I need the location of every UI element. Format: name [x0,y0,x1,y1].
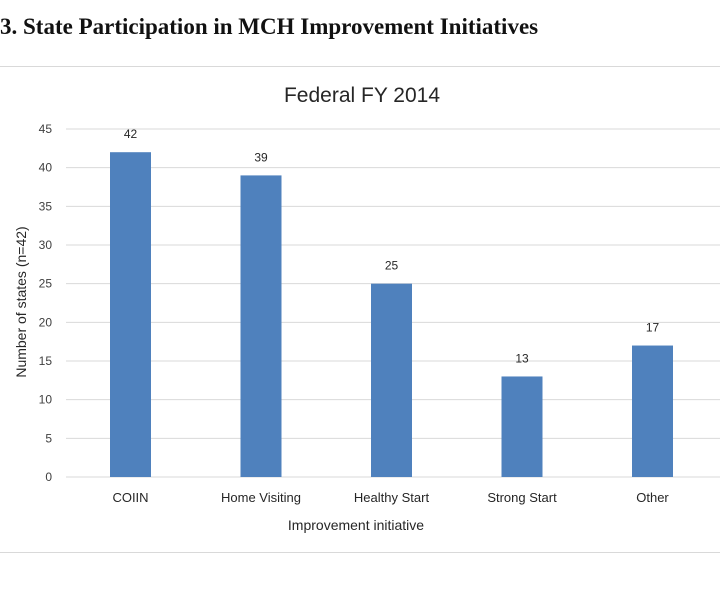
y-tick-label: 15 [39,354,53,368]
y-tick-label: 0 [45,470,52,484]
data-label: 42 [124,127,138,141]
bar [371,283,412,477]
data-label: 25 [385,259,399,273]
x-tick-label: Strong Start [487,490,557,505]
y-tick-label: 10 [39,393,53,407]
y-tick-label: 35 [39,199,53,213]
data-label: 39 [254,150,268,164]
data-label: 13 [515,351,529,365]
bar [110,152,151,477]
x-axis-labels: COIIN Home Visiting Healthy Start Strong St… [112,490,669,505]
y-tick-label: 20 [39,315,53,329]
gridlines [66,128,720,478]
x-axis-title: Improvement initiative [288,517,424,533]
x-tick-label: Other [636,490,669,505]
bar [240,175,282,477]
chart-title: Federal FY 2014 [284,84,440,107]
bars [110,152,673,477]
y-tick-label: 25 [39,277,53,291]
top-divider [0,66,720,67]
y-tick-label: 30 [39,238,53,252]
x-tick-label: COIIN [112,490,148,505]
y-axis-ticks: 0 5 10 15 20 25 30 35 40 45 [39,122,53,484]
y-tick-label: 40 [39,161,53,175]
bar [501,376,543,477]
data-labels: 42 39 25 13 17 [124,127,660,365]
y-tick-label: 45 [39,122,53,136]
bottom-divider [0,552,720,553]
y-tick-label: 5 [45,431,52,445]
section-heading: 3. State Participation in MCH Improvemen… [0,14,539,39]
x-tick-label: Healthy Start [354,490,430,505]
data-label: 17 [646,321,660,335]
y-axis-title: Number of states (n=42) [13,226,29,377]
x-tick-label: Home Visiting [221,490,301,505]
bar [632,345,673,477]
